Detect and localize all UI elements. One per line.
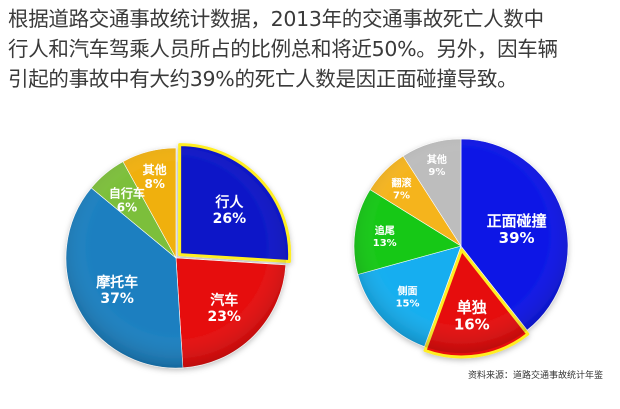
slice-category-label: 正面碰撞 xyxy=(487,212,547,230)
slice-category-label: 侧面 xyxy=(398,284,418,297)
slice-percent-label: 23% xyxy=(207,309,241,325)
slice-percent-label: 16% xyxy=(454,315,490,333)
slice-category-label: 其他 xyxy=(143,162,167,177)
slice-category-label: 汽车 xyxy=(210,292,238,309)
slice-percent-label: 9% xyxy=(428,167,445,178)
headline-text: 根据道路交通事故统计数据，2013年的交通事故死亡人数中 行人和汽车驾乘人员所占… xyxy=(8,4,618,94)
slice-category-label: 单独 xyxy=(457,298,487,316)
slice-percent-label: 39% xyxy=(499,229,535,247)
slice-percent-label: 37% xyxy=(100,291,134,307)
slice-category-label: 其他 xyxy=(427,153,447,166)
pie-chart-vehicle-type xyxy=(65,143,292,369)
slice-category-label: 自行车 xyxy=(109,186,145,201)
headline-line-3: 引起的事故中有大约39%的死亡人数是因正面碰撞导致。 xyxy=(8,67,518,91)
slice-category-label: 翻滚 xyxy=(392,176,413,189)
slice-category-label: 摩托车 xyxy=(96,274,138,291)
slice-percent-label: 8% xyxy=(144,177,164,191)
slice-percent-label: 26% xyxy=(213,211,247,227)
slice-percent-label: 13% xyxy=(373,238,397,249)
slice-percent-label: 7% xyxy=(393,190,410,201)
headline-line-1: 根据道路交通事故统计数据，2013年的交通事故死亡人数中 xyxy=(8,7,544,31)
slice-percent-label: 15% xyxy=(396,298,420,309)
source-note: 资料来源：道路交通事故统计年鉴 xyxy=(468,371,604,381)
headline-line-2: 行人和汽车驾乘人员所占的比例总和将近50%。另外，因车辆 xyxy=(8,37,558,61)
slice-category-label: 追尾 xyxy=(375,224,395,237)
slice-percent-label: 6% xyxy=(117,201,137,215)
slice-category-label: 行人 xyxy=(214,194,244,211)
